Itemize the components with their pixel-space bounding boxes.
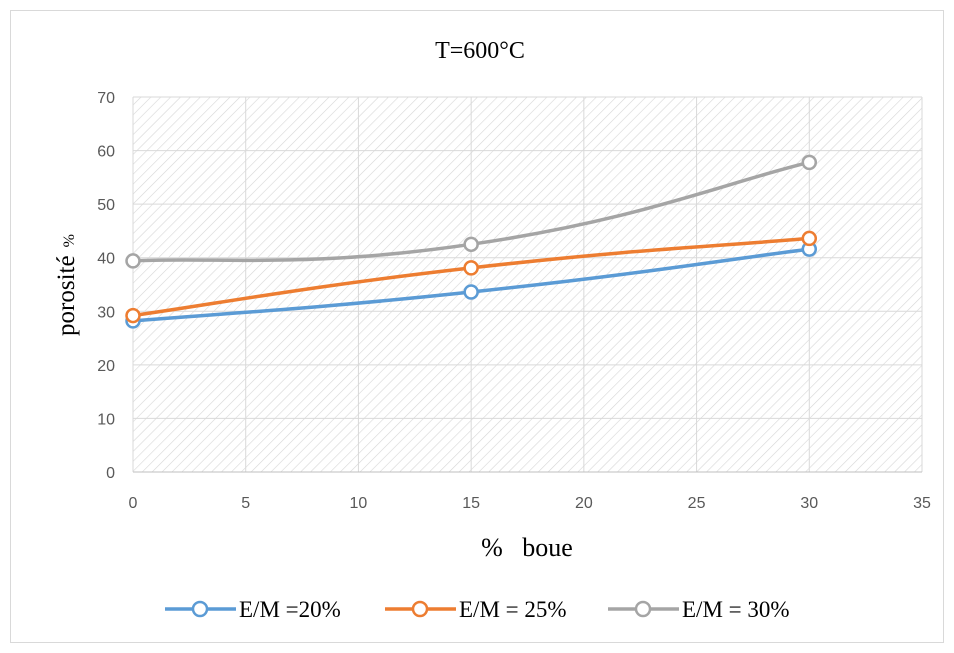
y-tick-label: 10 (97, 411, 115, 428)
y-tick-label: 0 (106, 465, 115, 482)
data-point (125, 253, 141, 269)
gridlines (132, 96, 923, 472)
series-lines (125, 154, 818, 329)
series-3 (125, 154, 818, 269)
x-tick-label: 15 (462, 495, 480, 512)
y-tick-label: 70 (97, 90, 115, 107)
y-tick-label: 60 (97, 144, 115, 161)
x-axis-title: % boue (481, 533, 573, 562)
chart-title: T=600°C (435, 38, 525, 64)
y-axis-title: porosité % (53, 234, 80, 336)
data-point (801, 230, 818, 247)
data-point (463, 284, 479, 300)
legend-marker (634, 600, 652, 618)
x-tick-label: 10 (350, 495, 368, 512)
y-tick-label: 50 (97, 197, 115, 214)
y-axis-title-unit: % (61, 234, 78, 247)
x-tick-label: 25 (688, 495, 706, 512)
legend-item: E/M = 25% (385, 597, 567, 622)
x-tick-label: 0 (129, 495, 138, 512)
data-point (463, 236, 479, 253)
legend-item: E/M = 30% (608, 597, 790, 622)
x-tick-label: 30 (800, 495, 818, 512)
series-2 (125, 230, 818, 324)
y-tick-label: 30 (97, 304, 115, 321)
y-tick-label: 20 (97, 358, 115, 375)
x-tick-label: 35 (913, 495, 931, 512)
data-point (801, 154, 818, 171)
y-tick-label: 40 (97, 251, 115, 268)
legend-marker (191, 600, 209, 618)
legend-item: E/M =20% (165, 597, 341, 622)
data-point (463, 260, 479, 276)
legend: E/M =20% E/M = 25% E/M = 30% (165, 597, 790, 622)
legend-label: E/M = 25% (459, 597, 567, 622)
legend-label: E/M = 30% (682, 597, 790, 622)
data-point (125, 307, 141, 324)
legend-label: E/M =20% (239, 597, 341, 622)
x-tick-label: 20 (575, 495, 593, 512)
legend-marker (411, 600, 429, 618)
x-tick-label: 5 (241, 495, 250, 512)
y-axis-title-main: porosité (53, 255, 80, 336)
axes: 0 10 20 30 40 50 60 70 0 5 10 15 20 25 30 35 (97, 90, 931, 512)
